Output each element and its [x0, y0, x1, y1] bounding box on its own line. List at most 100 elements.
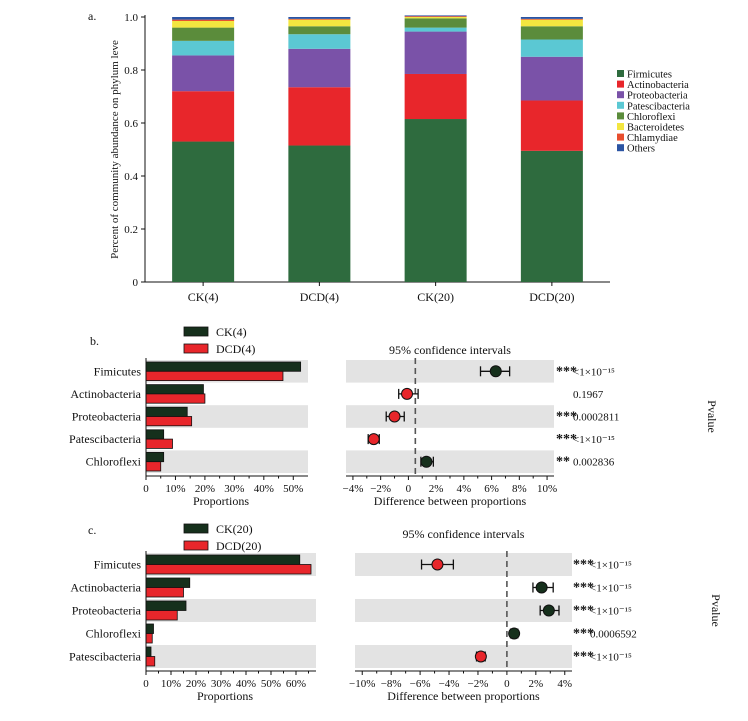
- panel-a-x-tick-label: CK(4): [188, 290, 219, 304]
- panel-a-bar-segment: [520, 18, 583, 20]
- panel-a-bar-segment: [172, 91, 235, 142]
- panel-a-bar-segment: [172, 55, 235, 92]
- panel-b-ci-x-axis-label: Difference between proportions: [374, 494, 527, 508]
- panel-b-ci-x-tick-label: −4%: [342, 483, 363, 495]
- panel-b-significance-stars: ***: [556, 410, 577, 425]
- panel-a-bar-segment: [404, 17, 467, 19]
- panel-b-legend-swatch: [183, 343, 209, 354]
- panel-a-bar-segment: [520, 17, 583, 19]
- panel-b-bar: [145, 451, 165, 463]
- panel-c-pvalue: <1×10⁻¹⁵: [590, 652, 632, 664]
- panel-c-ci-point: [542, 604, 555, 617]
- panel-c-significance-stars: ***: [573, 558, 594, 573]
- panel-b-ci-row-band: [346, 405, 554, 428]
- panel-c-significance-stars: ***: [573, 604, 594, 619]
- panel-b-bar-x-tick-label: 0: [143, 483, 149, 495]
- panel-a-bar-segment: [172, 20, 235, 28]
- panel-a-bar-segment: [288, 87, 351, 146]
- panel-a-y-tick-label: 1.0: [124, 12, 138, 24]
- panel-b-bar-x-tick-label: 50%: [283, 483, 303, 495]
- panel-b-bar-x-tick-label: 40%: [254, 483, 274, 495]
- panel-b-category-label: Patescibacteria: [69, 432, 142, 446]
- panel-b-category-label: Fimicutes: [94, 364, 142, 378]
- panel-c-pvalue: 0.0006592: [590, 629, 637, 641]
- panel-a-y-tick-label: 0.4: [124, 171, 138, 183]
- panel-a-legend-label: Others: [627, 144, 655, 155]
- panel-c-ci-point: [535, 581, 548, 594]
- panel-b-ci-point: [367, 433, 380, 446]
- panel-c-ci-x-tick-label: −6%: [410, 678, 431, 690]
- panel-b-bar-x-tick-label: 20%: [195, 483, 215, 495]
- panel-b-category-label: Chloroflexi: [86, 455, 142, 469]
- panel-c-ci-row-band: [355, 599, 572, 622]
- panel-b-ci-x-tick-label: 0: [406, 483, 412, 495]
- panel-c-pvalue: <1×10⁻¹⁵: [590, 606, 632, 618]
- panel-c-category-label: Actinobacteria: [70, 581, 141, 595]
- panel-a-bar-segment: [172, 19, 235, 21]
- panel-c-legend-label: DCD(20): [216, 539, 261, 553]
- panel-c-ci-x-tick-label: 4%: [557, 678, 572, 690]
- panel-a-legend-swatch: [617, 101, 624, 109]
- panel-c-bar: [145, 610, 178, 621]
- panel-a-legend-label: Proteobacteria: [627, 91, 688, 102]
- panel-b-ci-point: [388, 410, 401, 423]
- panel-c-significance-stars: ***: [573, 627, 594, 642]
- panel-b-pvalue: <1×10⁻¹⁵: [573, 434, 615, 446]
- panel-c-bar: [145, 656, 156, 667]
- panel-b-ci-point: [401, 387, 414, 400]
- panel-b-ci-title: 95% confidence intervals: [389, 343, 511, 357]
- panel-b-bar: [145, 406, 188, 417]
- panel-a-x-tick-label: DCD(20): [529, 290, 574, 304]
- panel-a-legend-label: Chlamydiae: [627, 133, 678, 144]
- panel-c-bar-x-axis-label: Proportions: [197, 689, 253, 703]
- panel-b-bar: [145, 370, 284, 381]
- panel-c-legend-label: CK(20): [216, 522, 253, 536]
- panel-c-bar-x-tick-label: 10%: [161, 678, 181, 690]
- panel-c-legend-swatch: [183, 523, 209, 534]
- panel-a-x-tick-label: DCD(4): [300, 290, 339, 304]
- panel-c-ci-x-tick-label: 0: [504, 678, 510, 690]
- panel-a-legend-label: Patescibacteria: [627, 101, 690, 112]
- panel-b-legend-swatch: [183, 326, 209, 337]
- panel-c-bar-x-tick-label: 20%: [186, 678, 206, 690]
- panel-a-bar-segment: [288, 26, 351, 35]
- panel-a-legend-label: Chloroflexi: [627, 112, 675, 123]
- panel-a-bar-segment: [288, 18, 351, 20]
- panel-a-legend-swatch: [617, 91, 624, 99]
- panel-b-legend-label: CK(4): [216, 325, 247, 339]
- panel-c-legend-swatch: [183, 540, 209, 551]
- panel-c-bar-row-band: [146, 645, 316, 668]
- panel-a-bar-segment: [404, 73, 467, 120]
- panel-c-ci-x-tick-label: −4%: [439, 678, 460, 690]
- panel-b-ci-row-band: [346, 360, 554, 383]
- panel-a-bar-segment: [172, 40, 235, 56]
- panel-c-bar-x-tick-label: 30%: [211, 678, 231, 690]
- panel-a-legend-swatch: [617, 80, 624, 88]
- panel-a-bar-segment: [520, 19, 583, 27]
- panel-a-y-tick-label: 0.2: [124, 224, 138, 236]
- panel-a-legend-label: Firmicutes: [627, 70, 672, 81]
- panel-b-ci-row-band: [346, 450, 554, 473]
- panel-b-ci-x-tick-label: 2%: [429, 483, 444, 495]
- panel-b-bar: [145, 416, 193, 427]
- panel-a-bar-segment: [404, 18, 467, 28]
- panel-a-bar-segment: [172, 27, 235, 41]
- panel-b-bar: [145, 393, 206, 404]
- panel-a-y-axis-label: Percent of community abundance on phylum…: [109, 40, 121, 259]
- panel-b-ci-point: [420, 455, 433, 468]
- panel-b-ci-x-tick-label: −2%: [370, 483, 391, 495]
- panel-a-legend-swatch: [617, 144, 624, 152]
- panel-c-bar-x-tick-label: 40%: [236, 678, 256, 690]
- panel-c-category-label: Chloroflexi: [86, 627, 142, 641]
- panel-b-panel-label: b.: [90, 334, 99, 348]
- panel-a-legend-swatch: [617, 123, 624, 130]
- panel-c-category-label: Proteobacteria: [72, 604, 142, 618]
- panel-c-ci-x-tick-label: 2%: [528, 678, 543, 690]
- panel-b-bar-x-tick-label: 30%: [224, 483, 244, 495]
- panel-c-ci-x-tick-label: −10%: [349, 678, 375, 690]
- panel-a-bar-segment: [288, 17, 351, 19]
- panel-b-significance-stars: ***: [556, 432, 577, 447]
- panel-b-legend-label: DCD(4): [216, 342, 255, 356]
